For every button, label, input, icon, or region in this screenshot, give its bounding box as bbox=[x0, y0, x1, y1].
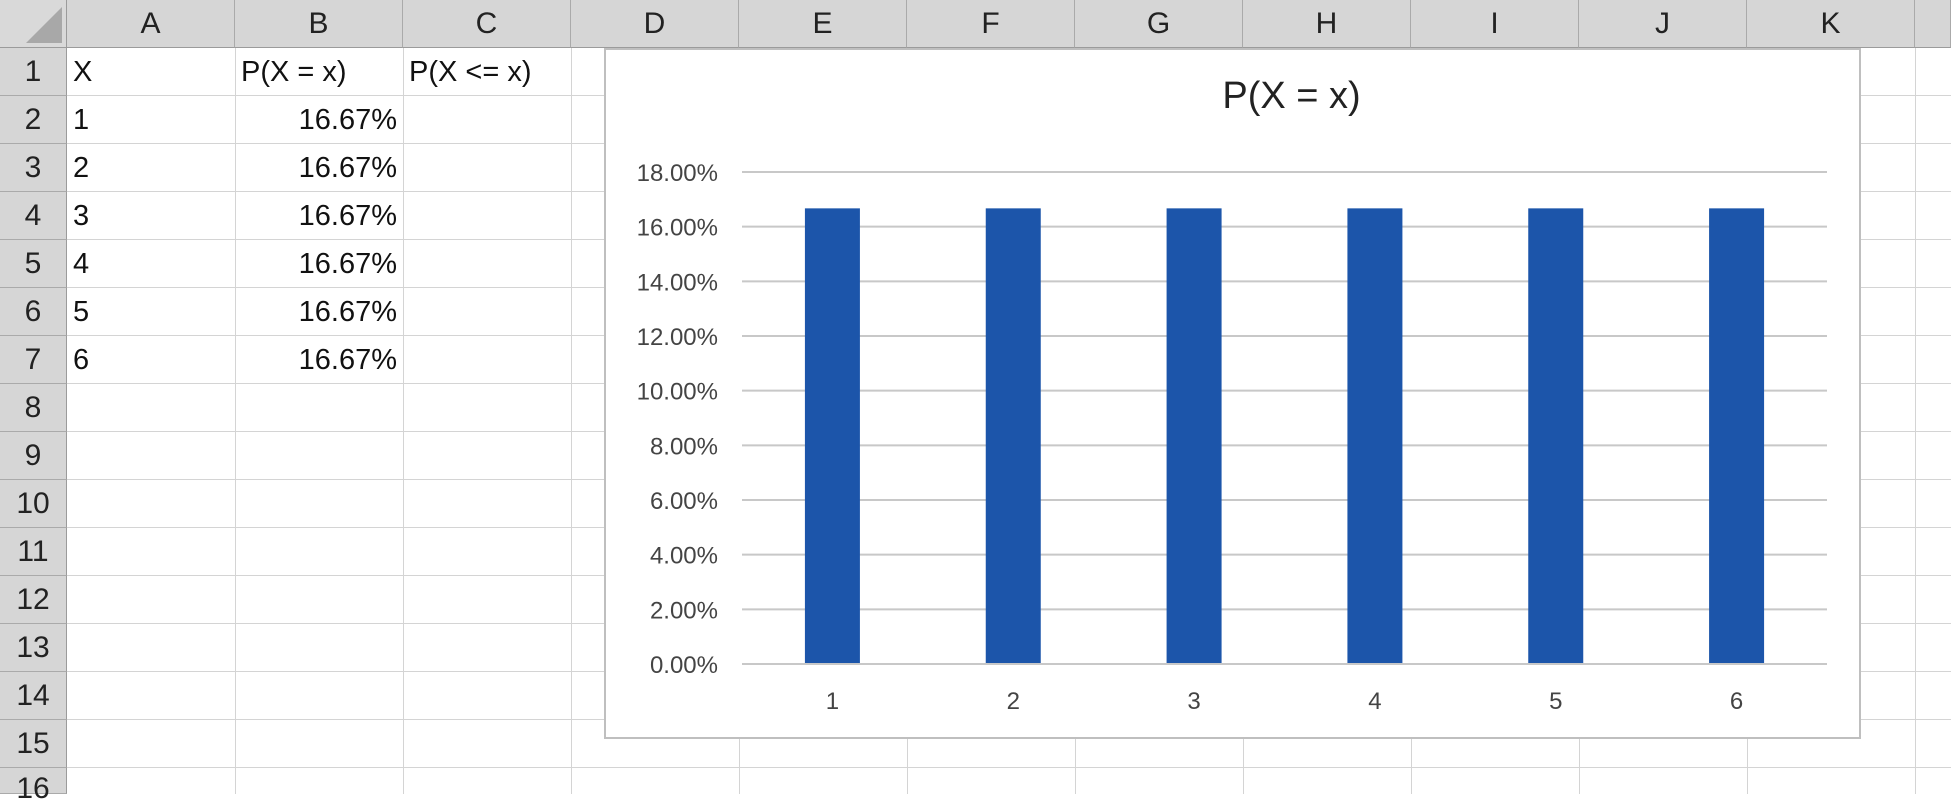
bar-6 bbox=[1709, 208, 1765, 664]
cell-a4[interactable]: 3 bbox=[73, 199, 90, 232]
x-tick-label: 4 bbox=[1368, 688, 1381, 715]
y-tick-label: 4.00% bbox=[650, 543, 718, 570]
bar-2 bbox=[985, 208, 1041, 664]
cell-a6[interactable]: 5 bbox=[73, 295, 90, 328]
bar-3 bbox=[1166, 208, 1222, 664]
column-header-h[interactable]: H bbox=[1243, 0, 1411, 48]
cell-b1[interactable]: P(X = x) bbox=[241, 55, 347, 88]
column-header-g[interactable]: G bbox=[1075, 0, 1243, 48]
row-header-5[interactable]: 5 bbox=[0, 240, 67, 288]
cell-b6[interactable]: 16.67% bbox=[298, 295, 397, 328]
cell-b5[interactable]: 16.67% bbox=[298, 247, 397, 280]
row-header-2[interactable]: 2 bbox=[0, 96, 67, 144]
cell-b4[interactable]: 16.67% bbox=[298, 199, 397, 232]
grid-line bbox=[235, 48, 236, 794]
cell-a2[interactable]: 1 bbox=[73, 103, 90, 136]
x-tick-label: 1 bbox=[826, 688, 839, 715]
row-header-1[interactable]: 1 bbox=[0, 48, 67, 96]
bar-1 bbox=[804, 208, 860, 664]
grid-line bbox=[1915, 48, 1916, 794]
x-tick-label: 3 bbox=[1187, 688, 1200, 715]
y-tick-label: 16.00% bbox=[637, 215, 718, 242]
chart-canvas: P(X = x) 0.00% 2.00% 4.00% 6.00% 8.00% 10.00% 1… bbox=[637, 75, 1827, 715]
column-header-i[interactable]: I bbox=[1411, 0, 1579, 48]
column-header-a[interactable]: A bbox=[67, 0, 235, 48]
row-header-11[interactable]: 11 bbox=[0, 528, 67, 576]
cell-c1[interactable]: P(X <= x) bbox=[409, 55, 532, 88]
cell-a1[interactable]: X bbox=[73, 55, 93, 88]
row-header-8[interactable]: 8 bbox=[0, 384, 67, 432]
bar-chart[interactable]: P(X = x) 0.00% 2.00% 4.00% 6.00% 8.00% 10.00% 1… bbox=[604, 48, 1861, 739]
column-header-d[interactable]: D bbox=[571, 0, 739, 48]
cell-a5[interactable]: 4 bbox=[73, 247, 90, 280]
y-tick-label: 0.00% bbox=[650, 652, 718, 679]
column-header-j[interactable]: J bbox=[1579, 0, 1747, 48]
y-tick-label: 6.00% bbox=[650, 488, 718, 515]
row-header-14[interactable]: 14 bbox=[0, 672, 67, 720]
bar-5 bbox=[1528, 208, 1584, 664]
y-tick-label: 10.00% bbox=[637, 379, 718, 406]
grid-line bbox=[571, 48, 572, 794]
row-header-7[interactable]: 7 bbox=[0, 336, 67, 384]
cell-b7[interactable]: 16.67% bbox=[298, 343, 397, 376]
column-header-partial[interactable] bbox=[1915, 0, 1951, 48]
column-header-b[interactable]: B bbox=[235, 0, 403, 48]
chart-title: P(X = x) bbox=[1222, 75, 1360, 117]
x-tick-label: 6 bbox=[1730, 688, 1743, 715]
y-tick-label: 8.00% bbox=[650, 433, 718, 460]
select-all-triangle-icon bbox=[26, 7, 62, 43]
row-header-10[interactable]: 10 bbox=[0, 480, 67, 528]
row-header-12[interactable]: 12 bbox=[0, 576, 67, 624]
cell-b3[interactable]: 16.67% bbox=[298, 151, 397, 184]
y-tick-label: 12.00% bbox=[637, 324, 718, 351]
cell-a3[interactable]: 2 bbox=[73, 151, 90, 184]
cell-a7[interactable]: 6 bbox=[73, 343, 90, 376]
bar-4 bbox=[1347, 208, 1403, 664]
row-header-9[interactable]: 9 bbox=[0, 432, 67, 480]
row-header-16[interactable]: 16 bbox=[0, 768, 67, 805]
row-header-6[interactable]: 6 bbox=[0, 288, 67, 336]
y-tick-label: 2.00% bbox=[650, 597, 718, 624]
x-tick-label: 2 bbox=[1007, 688, 1020, 715]
grid-line bbox=[67, 767, 1951, 768]
row-header-3[interactable]: 3 bbox=[0, 144, 67, 192]
column-header-c[interactable]: C bbox=[403, 0, 571, 48]
row-header-15[interactable]: 15 bbox=[0, 720, 67, 768]
column-header-f[interactable]: F bbox=[907, 0, 1075, 48]
x-tick-label: 5 bbox=[1549, 688, 1562, 715]
row-header-4[interactable]: 4 bbox=[0, 192, 67, 240]
cell-b2[interactable]: 16.67% bbox=[298, 103, 397, 136]
grid-line bbox=[403, 48, 404, 794]
column-header-k[interactable]: K bbox=[1747, 0, 1915, 48]
y-tick-label: 18.00% bbox=[637, 160, 718, 187]
row-header-13[interactable]: 13 bbox=[0, 624, 67, 672]
y-tick-label: 14.00% bbox=[637, 269, 718, 296]
column-header-e[interactable]: E bbox=[739, 0, 907, 48]
select-all-corner[interactable] bbox=[0, 0, 67, 48]
